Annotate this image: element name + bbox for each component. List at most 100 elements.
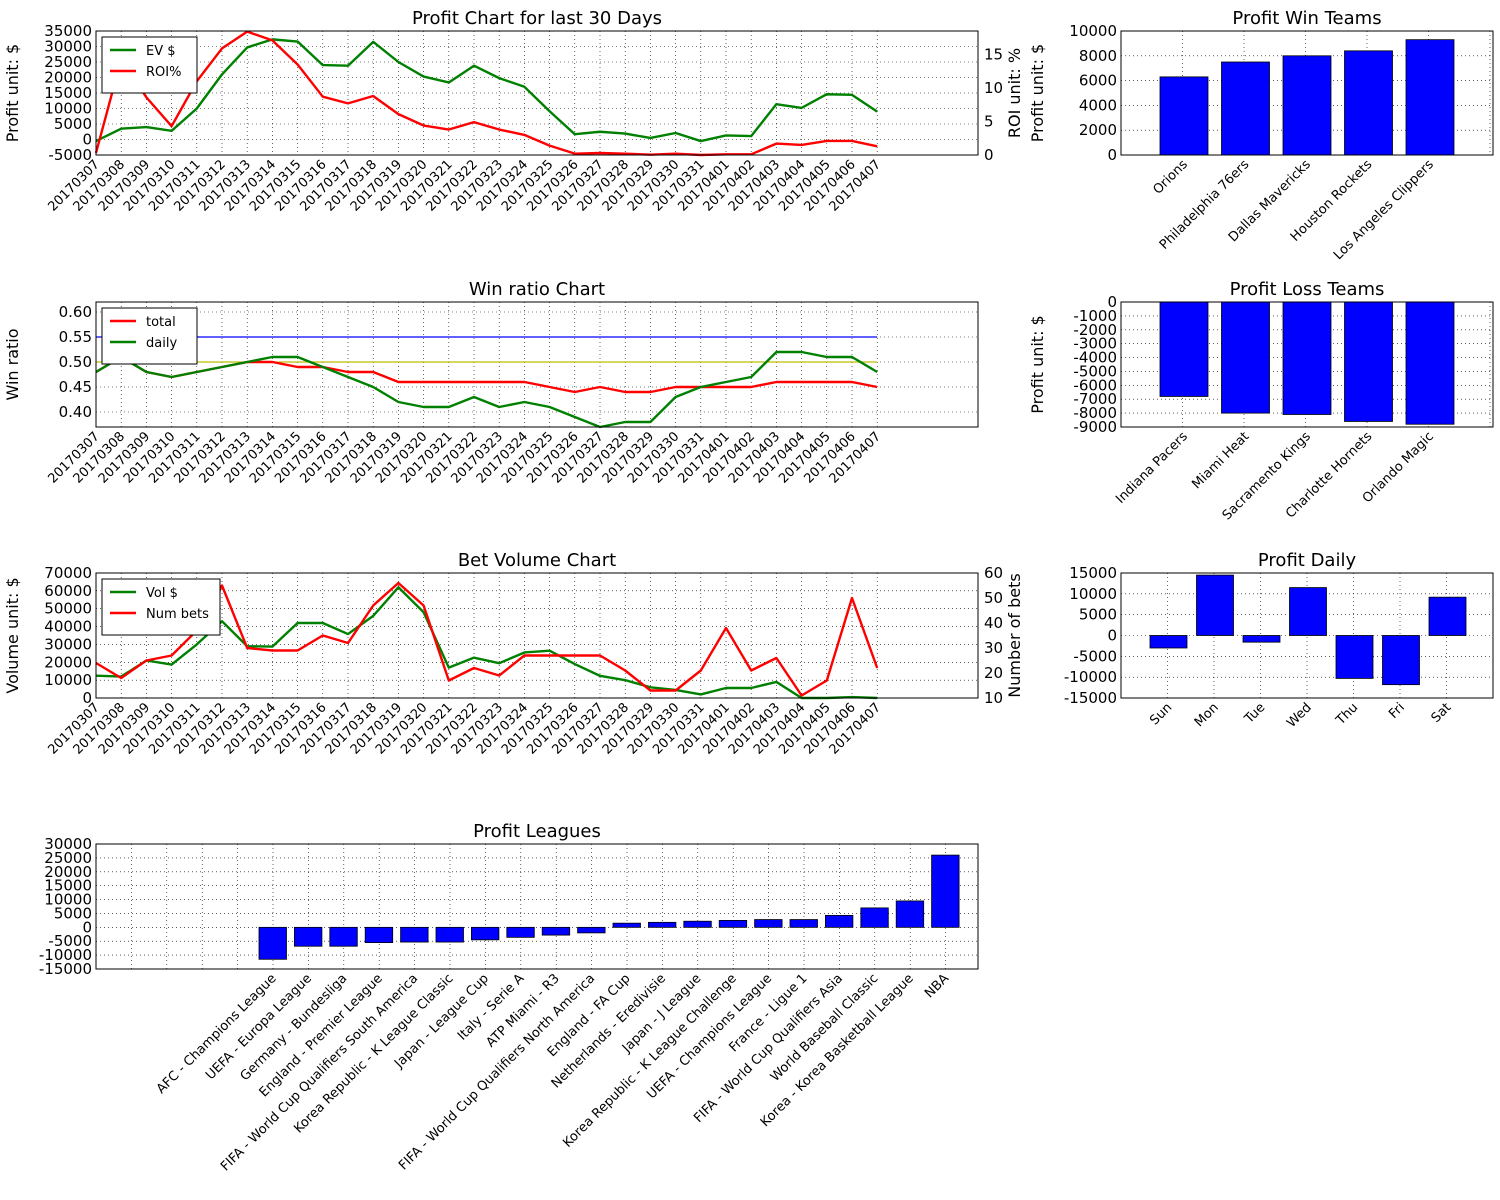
leagues-y-tick-label: -5000 bbox=[48, 932, 92, 950]
leagues-bar bbox=[754, 919, 783, 928]
volume-y-tick-label: 60000 bbox=[44, 582, 92, 600]
leagues-y-tick-label: 10000 bbox=[44, 891, 92, 909]
winratio-y-tick-label: 0.55 bbox=[59, 328, 92, 346]
profit-y-tick-label: 15000 bbox=[44, 84, 92, 102]
win-ratio-chart-panel: 2017030720170308201703092017031020170311… bbox=[3, 279, 979, 487]
daily-x-tick-label: Wed bbox=[1284, 700, 1315, 731]
profit-y2-tick-label: 0 bbox=[984, 146, 994, 164]
winteams-x-tick-label: Los Angeles Clippers bbox=[1331, 157, 1437, 263]
volume-y-tick-label: 40000 bbox=[44, 618, 92, 636]
profit-loss-teams-panel: -9000-8000-7000-6000-5000-4000-3000-2000… bbox=[1028, 279, 1494, 523]
volume-y2-axis-label: Number of bets bbox=[1005, 573, 1024, 697]
daily-bar bbox=[1428, 596, 1467, 636]
volume-title: Bet Volume Chart bbox=[458, 550, 616, 571]
winratio-y-tick-label: 0.50 bbox=[59, 353, 92, 371]
volume-legend-label: Vol $ bbox=[146, 586, 178, 601]
winratio-y-axis-label: Win ratio bbox=[3, 328, 22, 400]
volume-legend-label: Num bets bbox=[146, 607, 209, 622]
leagues-bar bbox=[435, 926, 464, 943]
volume-series-num-bets-line bbox=[95, 581, 879, 697]
lossteams-bar bbox=[1344, 301, 1393, 422]
leagues-bar bbox=[825, 914, 854, 928]
leagues-bar bbox=[577, 926, 606, 934]
profit-chart-panel: 2017030720170308201703092017031020170311… bbox=[3, 8, 1024, 215]
volume-plot-frame bbox=[95, 572, 979, 699]
daily-x-tick-label: Sun bbox=[1147, 700, 1175, 728]
winteams-y-tick-label: 6000 bbox=[1079, 72, 1117, 90]
leagues-bar bbox=[293, 926, 323, 947]
volume-legend-box bbox=[101, 578, 221, 636]
leagues-bar bbox=[789, 919, 818, 928]
leagues-bar bbox=[931, 854, 960, 928]
profit-y-tick-label: 35000 bbox=[44, 22, 92, 40]
winratio-y-tick-label: 0.40 bbox=[59, 403, 92, 421]
leagues-y-tick-label: 25000 bbox=[44, 849, 92, 867]
volume-y-tick-label: 20000 bbox=[44, 653, 92, 671]
daily-y-tick-label: 5000 bbox=[1079, 606, 1117, 624]
winratio-legend-label: daily bbox=[146, 336, 177, 351]
leagues-bar bbox=[612, 922, 641, 928]
lossteams-plot-frame bbox=[1120, 301, 1494, 428]
lossteams-bar bbox=[1405, 301, 1455, 425]
daily-y-tick-label: 10000 bbox=[1069, 585, 1117, 603]
leagues-bar bbox=[683, 920, 712, 928]
profit-y-tick-label: -5000 bbox=[48, 146, 92, 164]
profit-daily-panel: -15000 -10000 -5000 0 5000 10000 15000 Sun Mon Tu… bbox=[1064, 550, 1494, 731]
winteams-y-tick-label: 4000 bbox=[1079, 96, 1117, 114]
volume-y-tick-label: 30000 bbox=[44, 635, 92, 653]
winteams-x-tick-label: Orions bbox=[1150, 157, 1191, 198]
lossteams-y-tick-label: -2000 bbox=[1073, 321, 1117, 339]
profit-legend-label: ROI% bbox=[146, 65, 181, 80]
daily-x-tick-label: Fri bbox=[1386, 700, 1408, 722]
volume-y2-tick-label: 40 bbox=[984, 614, 1003, 632]
winteams-bar bbox=[1405, 39, 1455, 156]
profit-series-roi--line bbox=[94, 30, 878, 157]
lossteams-bar bbox=[1282, 301, 1332, 415]
leagues-y-tick-label: 15000 bbox=[44, 877, 92, 895]
winteams-title: Profit Win Teams bbox=[1232, 8, 1381, 29]
winratio-legend-box bbox=[101, 307, 198, 365]
winratio-y-tick-label: 0.45 bbox=[59, 378, 92, 396]
daily-y-tick-label: -5000 bbox=[1073, 647, 1117, 665]
lossteams-y-tick-label: -7000 bbox=[1073, 390, 1117, 408]
lossteams-y-tick-label: -3000 bbox=[1073, 335, 1117, 353]
leagues-x-tick-label: NBA bbox=[922, 971, 952, 1001]
volume-y-tick-label: 70000 bbox=[44, 564, 92, 582]
profit-y2-tick-label: 15 bbox=[984, 45, 1003, 63]
lossteams-y-tick-label: -9000 bbox=[1073, 418, 1117, 436]
profit-legend-label: EV $ bbox=[146, 44, 176, 59]
volume-y2-tick-label: 60 bbox=[984, 564, 1003, 582]
winteams-y-tick-label: 8000 bbox=[1079, 47, 1117, 65]
winteams-y-axis-label: Profit unit: $ bbox=[1028, 44, 1047, 142]
lossteams-x-tick-label: Indiana Pacers bbox=[1113, 429, 1191, 507]
profit-legend-box bbox=[101, 36, 198, 94]
volume-y-axis-label: Volume unit: $ bbox=[3, 577, 22, 693]
profit-win-teams-panel: 0200040006000800010000OrionsPhiladelphia… bbox=[1028, 8, 1494, 263]
daily-bar bbox=[1242, 635, 1281, 643]
lossteams-bar bbox=[1159, 301, 1209, 397]
daily-plot-frame bbox=[1120, 572, 1494, 699]
profit-y-tick-label: 0 bbox=[82, 131, 92, 149]
leagues-bar bbox=[895, 900, 925, 928]
profit-title: Profit Chart for last 30 Days bbox=[412, 8, 662, 29]
lossteams-y-tick-label: 0 bbox=[1107, 293, 1117, 311]
volume-y2-tick-label: 50 bbox=[984, 589, 1003, 607]
leagues-bar bbox=[506, 926, 535, 938]
leagues-y-tick-label: 0 bbox=[82, 918, 92, 936]
lossteams-y-tick-label: -5000 bbox=[1073, 362, 1117, 380]
winteams-y-tick-label: 2000 bbox=[1079, 121, 1117, 139]
lossteams-title: Profit Loss Teams bbox=[1230, 279, 1385, 300]
volume-y-tick-label: 0 bbox=[82, 689, 92, 707]
winteams-y-tick-label: 10000 bbox=[1069, 22, 1117, 40]
daily-y-tick-label: 15000 bbox=[1069, 564, 1117, 582]
winteams-bar bbox=[1282, 55, 1332, 156]
volume-y2-tick-label: 10 bbox=[984, 689, 1003, 707]
lossteams-y-tick-label: -1000 bbox=[1073, 307, 1117, 325]
profit-y-tick-label: 5000 bbox=[54, 115, 92, 133]
lossteams-y-tick-label: -4000 bbox=[1073, 349, 1117, 367]
leagues-bar bbox=[364, 926, 394, 944]
daily-y-tick-label: -10000 bbox=[1064, 668, 1117, 686]
leagues-bar bbox=[718, 919, 748, 928]
leagues-bar bbox=[329, 926, 358, 947]
lossteams-y-axis-label: Profit unit: $ bbox=[1028, 315, 1047, 413]
